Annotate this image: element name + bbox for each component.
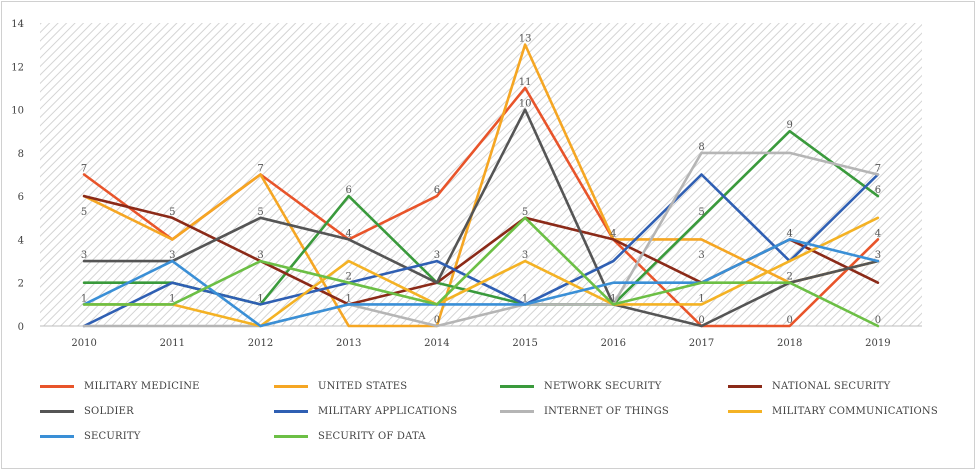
legend-swatch — [274, 434, 308, 438]
legend-swatch — [40, 384, 74, 388]
data-label: 3 — [522, 250, 528, 261]
data-label: 7 — [81, 164, 87, 175]
data-label: 5 — [257, 207, 263, 218]
data-label: 1 — [522, 293, 528, 304]
y-tick-label: 0 — [18, 322, 24, 333]
data-label: 5 — [81, 207, 87, 218]
x-tick-label: 2012 — [248, 338, 273, 349]
series-line — [82, 216, 880, 328]
data-label: 7 — [875, 164, 881, 175]
legend-item: MILITARY MEDICINE — [40, 378, 200, 394]
data-label: 6 — [875, 185, 881, 196]
data-label: 6 — [346, 185, 352, 196]
x-tick-label: 2013 — [336, 338, 361, 349]
data-label: 5 — [169, 207, 175, 218]
legend-label: NATIONAL SECURITY — [772, 380, 891, 392]
data-label: 1 — [81, 293, 87, 304]
y-tick-label: 12 — [11, 62, 24, 73]
legend-swatch — [40, 409, 74, 413]
legend-item: INTERNET OF THINGS — [500, 403, 669, 419]
legend-label: UNITED STATES — [318, 380, 408, 392]
data-label: 3 — [169, 250, 175, 261]
legend-item: SOLDIER — [40, 403, 134, 419]
data-label: 3 — [257, 250, 263, 261]
legend-item: MILITARY APPLICATIONS — [274, 403, 457, 419]
data-label: 13 — [519, 34, 532, 45]
data-label: 9 — [787, 120, 793, 131]
data-label: 4 — [346, 228, 352, 239]
legend-item: MILITARY COMMUNICATIONS — [728, 403, 938, 419]
y-tick-label: 14 — [11, 19, 24, 30]
legend-swatch — [274, 384, 308, 388]
data-label: 0 — [875, 315, 881, 326]
data-label: 5 — [522, 207, 528, 218]
y-tick-label: 2 — [18, 279, 24, 290]
y-tick-label: 8 — [18, 149, 24, 160]
data-label: 5 — [698, 207, 704, 218]
data-label: 3 — [875, 250, 881, 261]
data-label: 2 — [787, 272, 793, 283]
legend-label: INTERNET OF THINGS — [544, 405, 669, 417]
legend-swatch — [728, 409, 762, 413]
series-line — [82, 108, 880, 328]
legend-item: SECURITY — [40, 428, 141, 444]
data-label: 0 — [434, 315, 440, 326]
data-label: 1 — [698, 293, 704, 304]
data-label: 8 — [698, 142, 704, 153]
data-label: 7 — [257, 164, 263, 175]
y-tick-label: 4 — [18, 235, 24, 246]
legend-label: SECURITY — [84, 430, 141, 442]
x-tick-label: 2019 — [865, 338, 890, 349]
data-label: 0 — [787, 315, 793, 326]
legend-item: UNITED STATES — [274, 378, 407, 394]
x-tick-label: 2011 — [160, 338, 185, 349]
legend-label: MILITARY COMMUNICATIONS — [772, 405, 938, 417]
data-label: 1 — [257, 293, 263, 304]
legend-item: NETWORK SECURITY — [500, 378, 662, 394]
series-line — [82, 238, 880, 328]
legend-label: NETWORK SECURITY — [544, 380, 662, 392]
data-label: 3 — [434, 250, 440, 261]
series-line — [82, 151, 880, 328]
data-label: 1 — [610, 293, 616, 304]
legend-label: SECURITY OF DATA — [318, 430, 426, 442]
data-label: 4 — [875, 228, 881, 239]
data-label: 6 — [434, 185, 440, 196]
data-label: 3 — [81, 250, 87, 261]
data-label: 0 — [698, 315, 704, 326]
data-label: 4 — [787, 228, 793, 239]
data-label: 3 — [698, 250, 704, 261]
legend-swatch — [500, 384, 534, 388]
data-label: 2 — [346, 272, 352, 283]
data-label: 4 — [610, 228, 616, 239]
x-tick-label: 2016 — [601, 338, 626, 349]
legend-label: MILITARY APPLICATIONS — [318, 405, 458, 417]
x-tick-label: 2018 — [777, 338, 802, 349]
legend-swatch — [274, 409, 308, 413]
legend-label: MILITARY MEDICINE — [84, 380, 200, 392]
x-tick-label: 2014 — [424, 338, 449, 349]
y-tick-label: 6 — [18, 192, 24, 203]
legend-swatch — [40, 434, 74, 438]
data-label: 11 — [519, 77, 532, 88]
data-label: 1 — [169, 293, 175, 304]
legend-swatch — [728, 384, 762, 388]
x-tick-label: 2010 — [71, 338, 96, 349]
y-tick-label: 10 — [11, 106, 24, 117]
legend-label: SOLDIER — [84, 405, 134, 417]
x-tick-label: 2015 — [512, 338, 537, 349]
x-tick-label: 2017 — [689, 338, 714, 349]
legend-item: NATIONAL SECURITY — [728, 378, 890, 394]
legend-swatch — [500, 409, 534, 413]
legend-item: SECURITY OF DATA — [274, 428, 426, 444]
data-label: 1 — [346, 293, 352, 304]
data-label: 10 — [519, 99, 532, 110]
